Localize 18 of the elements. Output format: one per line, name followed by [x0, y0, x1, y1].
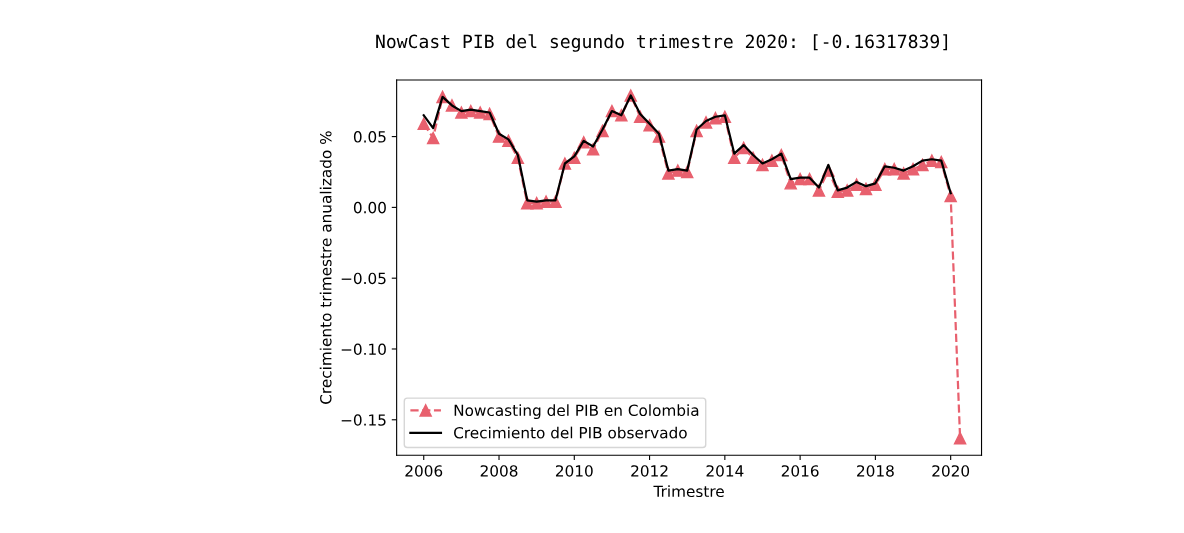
- x-axis-title: Trimestre: [653, 485, 724, 498]
- x-tick-label: 2020: [932, 465, 970, 477]
- x-tick-label: 2010: [555, 465, 593, 477]
- x-tick-label: 2012: [631, 465, 668, 477]
- y-tick-label: −0.15: [341, 414, 386, 426]
- x-tick-label: 2008: [480, 465, 518, 477]
- y-tick-label: 0.05: [353, 131, 386, 143]
- x-tick-label: 2014: [706, 465, 744, 477]
- y-tick-label: −0.10: [341, 343, 386, 356]
- legend-label: Crecimiento del PIB observado: [454, 426, 687, 439]
- x-tick-label: 2018: [857, 465, 894, 477]
- y-tick-label: 0.00: [353, 201, 386, 214]
- x-tick-label: 2006: [405, 465, 443, 477]
- y-axis-title: Crecimiento trimestre anualizado %: [319, 131, 332, 404]
- y-tick-label: −0.05: [341, 272, 386, 285]
- chart-title: NowCast PIB del segundo trimestre 2020: [-0.16317839]: [376, 34, 948, 52]
- legend-label: Nowcasting del PIB en Colombia: [454, 404, 699, 420]
- x-tick-label: 2016: [781, 465, 819, 477]
